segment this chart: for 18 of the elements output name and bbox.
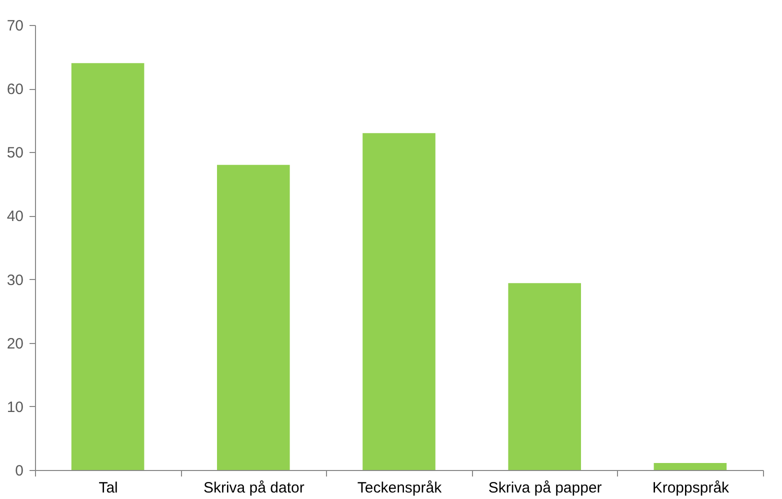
x-tick-label: Skriva på dator [203,480,304,496]
bar [508,283,581,470]
y-tick-label: 30 [6,272,24,289]
x-tick-label: Teckenspråk [357,480,442,496]
bar [654,463,727,470]
y-tick-label: 50 [6,144,24,162]
y-tick-label: 40 [6,208,24,226]
x-tick-label: Kroppspråk [652,480,730,496]
bar [217,164,290,470]
y-tick-label: 10 [6,398,24,416]
x-tick-label: Tal [98,480,118,496]
x-tick-label: Skriva på papper [488,480,602,496]
y-tick-label: 0 [15,462,24,480]
y-tick-label: 60 [6,81,24,98]
y-tick-label: 20 [6,335,24,352]
bar [362,133,436,470]
bar [71,63,144,470]
y-tick-label: 70 [6,18,24,34]
